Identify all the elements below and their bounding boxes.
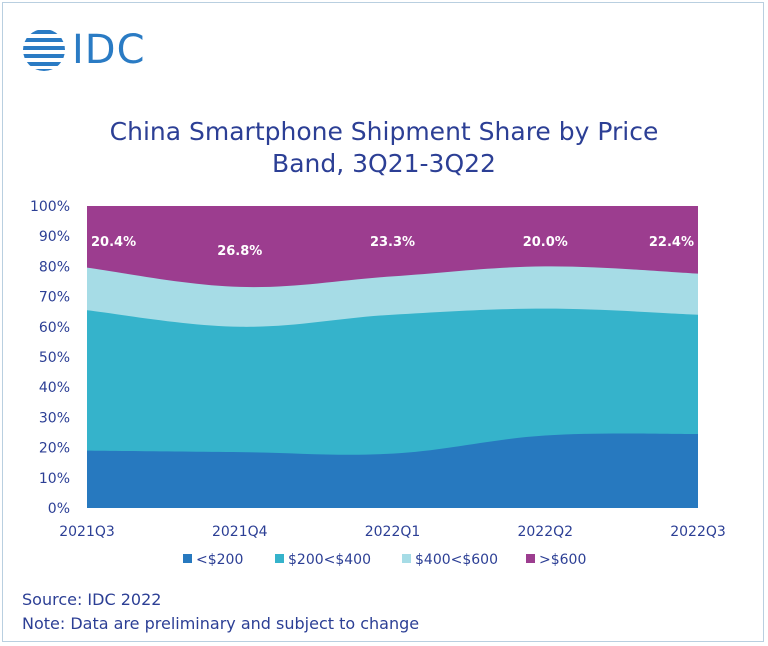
chart-title-line: Band, 3Q21-3Q22 [272, 149, 496, 178]
y-tick-label: 80% [39, 259, 70, 275]
legend-swatch [275, 554, 284, 563]
x-tick-label: 2022Q2 [517, 524, 573, 540]
y-tick-label: 40% [39, 380, 70, 396]
x-tick-label: 2022Q1 [365, 524, 421, 540]
y-tick-label: 70% [39, 290, 70, 306]
y-tick-label: 90% [39, 229, 70, 245]
data-label: 26.8% [217, 244, 262, 259]
y-tick-label: 60% [39, 320, 70, 336]
y-tick-label: 50% [39, 350, 70, 366]
legend-label: $200<$400 [288, 552, 371, 568]
stacked-area-chart: 0% 10% 20% 30% 40% 50% 60% 70% 80% 90% 100% 2021Q3 2… [30, 199, 726, 568]
legend-label: >$600 [539, 552, 586, 568]
chart-title-line: China Smartphone Shipment Share by Price [109, 117, 659, 146]
brand-name: IDC [72, 27, 146, 73]
y-tick-label: 0% [48, 501, 70, 517]
legend-swatch [526, 554, 535, 563]
data-label: 22.4% [649, 235, 694, 250]
y-tick-label: 20% [39, 441, 70, 457]
legend-label: $400<$600 [415, 552, 498, 568]
y-tick-label: 10% [39, 471, 70, 487]
data-label: 20.0% [523, 235, 568, 250]
x-tick-label: 2021Q4 [212, 524, 268, 540]
x-tick-label: 2021Q3 [59, 524, 115, 540]
area-series-0 [87, 433, 698, 508]
legend-swatch [402, 554, 411, 563]
y-tick-label: 100% [30, 199, 70, 215]
source-text: Source: IDC 2022 [22, 590, 162, 609]
x-tick-label: 2022Q3 [670, 524, 726, 540]
legend-label: <$200 [196, 552, 243, 568]
data-label: 20.4% [91, 235, 136, 250]
data-label: 23.3% [370, 235, 415, 250]
y-tick-label: 30% [39, 410, 70, 426]
idc-logo: IDC [22, 28, 146, 72]
globe-icon [23, 30, 65, 71]
note-text: Note: Data are preliminary and subject t… [22, 614, 420, 633]
chart-title: China Smartphone Shipment Share by Price… [0, 116, 768, 180]
legend-swatch [183, 554, 192, 563]
